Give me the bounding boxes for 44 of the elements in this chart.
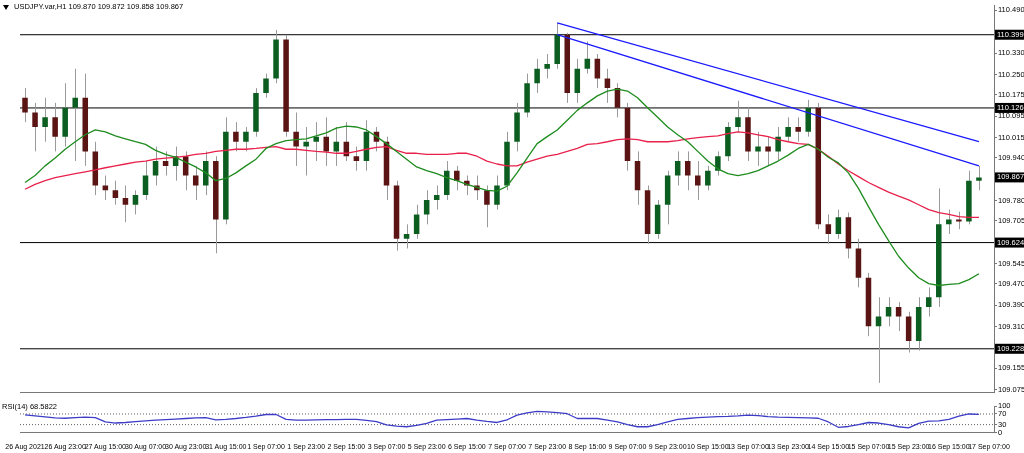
candlestick <box>233 121 239 152</box>
candlestick <box>403 223 410 249</box>
candlestick <box>132 189 139 215</box>
candlestick <box>353 146 360 172</box>
candlestick <box>122 184 129 223</box>
candlestick <box>705 165 711 191</box>
candlestick <box>534 58 540 94</box>
candlestick <box>925 286 932 318</box>
candlestick <box>152 146 159 186</box>
candlestick <box>835 209 842 240</box>
candlestick <box>323 116 330 167</box>
candlestick <box>735 100 741 133</box>
candlestick <box>544 53 550 79</box>
candlestick <box>313 121 319 162</box>
candlestick <box>895 301 902 332</box>
candlestick <box>72 68 78 162</box>
candlestick <box>102 175 109 201</box>
candlestick <box>785 116 791 143</box>
candlestick <box>263 73 269 99</box>
candlestick <box>885 296 892 327</box>
candlestick <box>604 68 611 104</box>
candlestick <box>775 126 781 162</box>
candlestick <box>162 150 169 177</box>
candlestick <box>303 126 309 177</box>
candlestick <box>293 112 299 167</box>
candlestick <box>684 150 691 191</box>
candlestick <box>413 204 420 240</box>
candlestick <box>42 97 48 143</box>
candlestick <box>976 165 982 191</box>
candlestick <box>584 40 591 75</box>
candlestick <box>243 126 249 152</box>
candlestick <box>454 165 460 191</box>
candlestick <box>433 184 440 211</box>
candlestick <box>22 87 28 123</box>
candlestick <box>674 150 681 186</box>
candlestick <box>825 213 832 245</box>
candlestick <box>484 184 490 228</box>
candlestick <box>715 150 721 177</box>
candlestick <box>494 175 500 211</box>
candlestick <box>112 180 119 206</box>
candlestick <box>795 116 801 143</box>
candlestick <box>52 102 58 152</box>
candlestick <box>695 160 701 201</box>
candlestick <box>32 102 38 152</box>
